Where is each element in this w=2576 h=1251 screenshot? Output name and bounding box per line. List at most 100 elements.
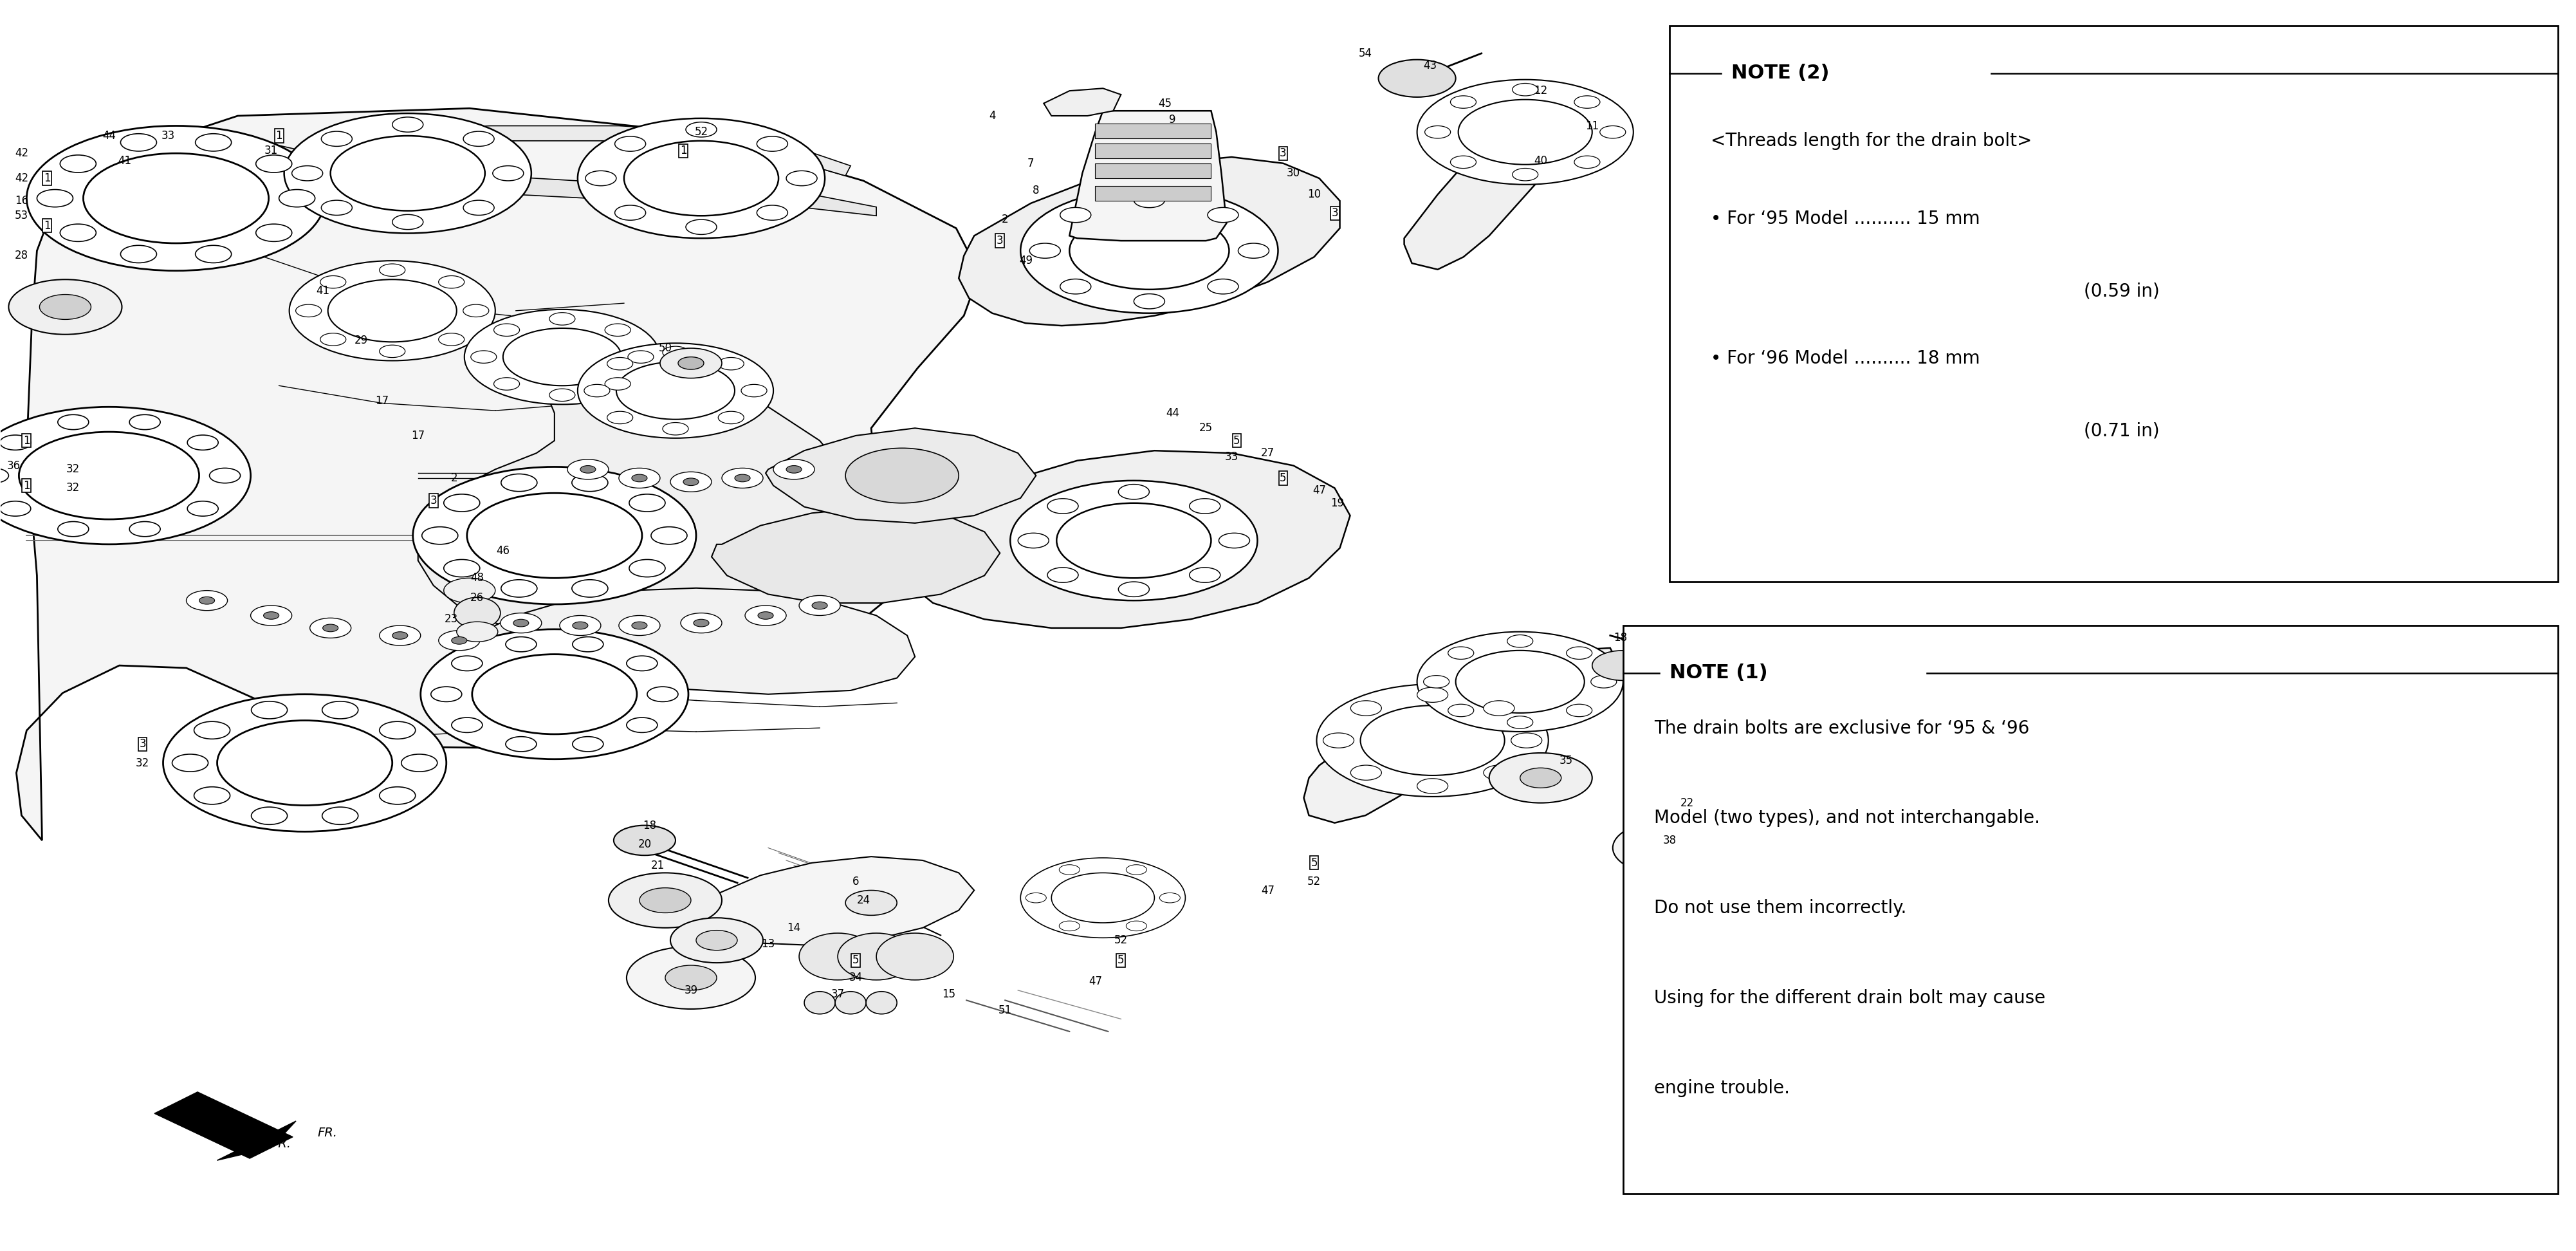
Circle shape bbox=[129, 414, 160, 429]
Circle shape bbox=[422, 527, 459, 544]
Text: 10: 10 bbox=[1306, 189, 1321, 200]
PathPatch shape bbox=[211, 133, 876, 215]
Circle shape bbox=[392, 118, 422, 133]
Circle shape bbox=[799, 595, 840, 615]
Circle shape bbox=[129, 522, 160, 537]
Circle shape bbox=[1600, 126, 1625, 139]
Circle shape bbox=[392, 214, 422, 229]
Circle shape bbox=[464, 304, 489, 317]
PathPatch shape bbox=[683, 857, 974, 946]
Circle shape bbox=[572, 579, 608, 597]
Circle shape bbox=[1350, 701, 1381, 716]
Text: 37: 37 bbox=[829, 988, 845, 1000]
Circle shape bbox=[1378, 60, 1455, 98]
Text: 23: 23 bbox=[446, 613, 459, 626]
Text: 33: 33 bbox=[162, 130, 175, 141]
Text: 26: 26 bbox=[471, 592, 484, 604]
Text: 5: 5 bbox=[1311, 857, 1316, 868]
Circle shape bbox=[1448, 647, 1473, 659]
Circle shape bbox=[196, 245, 232, 263]
Circle shape bbox=[626, 947, 755, 1010]
Circle shape bbox=[652, 527, 688, 544]
Circle shape bbox=[631, 622, 647, 629]
Circle shape bbox=[685, 123, 716, 138]
Text: 22: 22 bbox=[1680, 797, 1695, 808]
Text: • For ‘95 Model .......... 15 mm: • For ‘95 Model .......... 15 mm bbox=[1710, 209, 1978, 228]
Circle shape bbox=[196, 134, 232, 151]
PathPatch shape bbox=[958, 158, 1340, 325]
Text: 32: 32 bbox=[67, 464, 80, 475]
Circle shape bbox=[1046, 568, 1077, 583]
Circle shape bbox=[82, 154, 268, 243]
Circle shape bbox=[773, 459, 814, 479]
Circle shape bbox=[420, 629, 688, 759]
Circle shape bbox=[1425, 126, 1450, 139]
Circle shape bbox=[330, 136, 484, 210]
Circle shape bbox=[322, 807, 358, 824]
Text: 30: 30 bbox=[1285, 168, 1301, 179]
Circle shape bbox=[1458, 100, 1592, 165]
Text: engine trouble.: engine trouble. bbox=[1654, 1078, 1790, 1097]
Circle shape bbox=[379, 264, 404, 276]
Text: 3: 3 bbox=[430, 495, 438, 507]
Text: 5: 5 bbox=[1280, 473, 1285, 484]
Text: The drain bolts are exclusive for ‘95 & ‘96: The drain bolts are exclusive for ‘95 & … bbox=[1654, 719, 2030, 737]
Circle shape bbox=[613, 826, 675, 856]
Circle shape bbox=[786, 171, 817, 186]
Circle shape bbox=[121, 245, 157, 263]
Circle shape bbox=[59, 155, 95, 173]
Text: 18: 18 bbox=[1613, 632, 1628, 644]
Circle shape bbox=[631, 474, 647, 482]
Circle shape bbox=[618, 615, 659, 636]
Polygon shape bbox=[216, 1121, 296, 1161]
Circle shape bbox=[443, 494, 479, 512]
Circle shape bbox=[1239, 243, 1270, 258]
Text: 3: 3 bbox=[139, 738, 147, 749]
Ellipse shape bbox=[837, 933, 914, 980]
Circle shape bbox=[1643, 836, 1695, 861]
Circle shape bbox=[677, 357, 703, 369]
Text: 38: 38 bbox=[1662, 834, 1677, 846]
Circle shape bbox=[0, 407, 250, 544]
Circle shape bbox=[577, 119, 824, 238]
Circle shape bbox=[618, 468, 659, 488]
Circle shape bbox=[1350, 766, 1381, 781]
Text: 21: 21 bbox=[652, 859, 665, 871]
Circle shape bbox=[608, 873, 721, 928]
Circle shape bbox=[198, 597, 214, 604]
Circle shape bbox=[26, 126, 325, 270]
PathPatch shape bbox=[1095, 124, 1211, 139]
Circle shape bbox=[1592, 651, 1654, 681]
Circle shape bbox=[1450, 156, 1476, 169]
Circle shape bbox=[162, 694, 446, 832]
Circle shape bbox=[683, 478, 698, 485]
Text: 1: 1 bbox=[276, 130, 283, 141]
Text: 39: 39 bbox=[685, 985, 698, 996]
Text: 31: 31 bbox=[265, 145, 278, 156]
Circle shape bbox=[322, 200, 353, 215]
Circle shape bbox=[1417, 632, 1623, 732]
PathPatch shape bbox=[15, 109, 979, 841]
Circle shape bbox=[1118, 582, 1149, 597]
Circle shape bbox=[188, 502, 219, 517]
Circle shape bbox=[322, 131, 353, 146]
Circle shape bbox=[1484, 766, 1515, 781]
Text: 48: 48 bbox=[471, 572, 484, 584]
Text: 1: 1 bbox=[44, 173, 52, 184]
Circle shape bbox=[1422, 676, 1448, 688]
Text: 45: 45 bbox=[1157, 98, 1172, 109]
Circle shape bbox=[451, 718, 482, 733]
Circle shape bbox=[188, 435, 219, 450]
Circle shape bbox=[572, 737, 603, 752]
Text: 3: 3 bbox=[1332, 208, 1337, 219]
Circle shape bbox=[193, 722, 229, 739]
Text: 47: 47 bbox=[1311, 485, 1327, 497]
Circle shape bbox=[1190, 499, 1221, 514]
Text: 16: 16 bbox=[15, 195, 28, 206]
Circle shape bbox=[289, 260, 495, 360]
Circle shape bbox=[412, 467, 696, 604]
Circle shape bbox=[1208, 208, 1239, 223]
Circle shape bbox=[1190, 568, 1221, 583]
Circle shape bbox=[665, 966, 716, 991]
Text: 49: 49 bbox=[1018, 255, 1033, 266]
